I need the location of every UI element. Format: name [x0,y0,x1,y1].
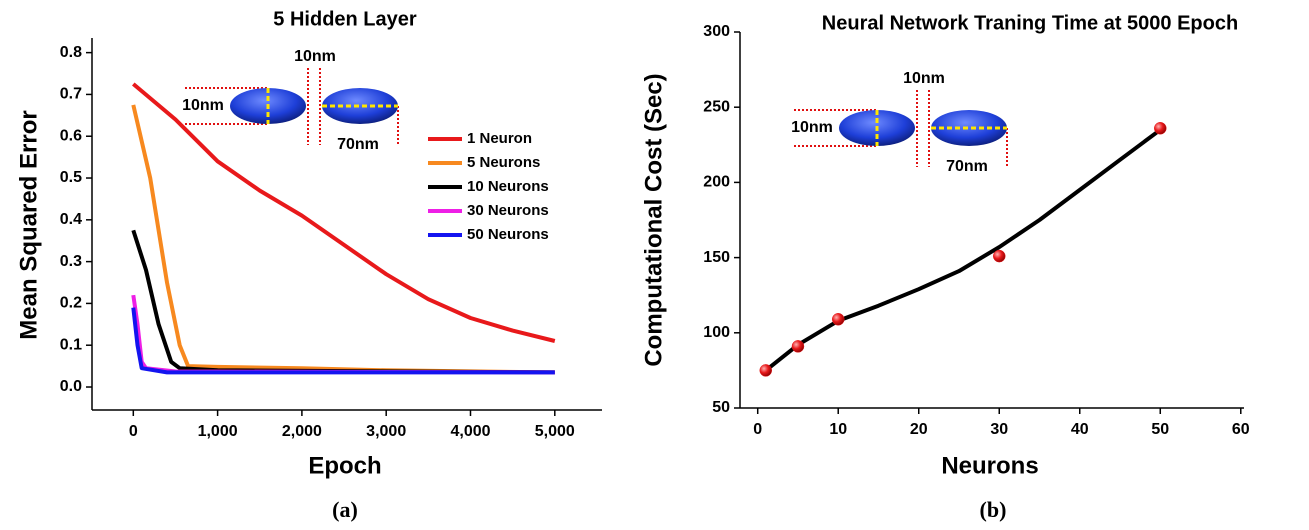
x-tick-label: 30 [990,421,1008,438]
x-tick-label: 40 [1071,421,1089,438]
y-axis-label: Computational Cost (Sec) [640,73,667,366]
line [133,308,555,373]
inset-label: 70nm [337,136,379,153]
legend-label: 5 Neurons [467,154,540,171]
x-tick-label: 1,000 [198,423,238,440]
line [133,230,555,372]
line [133,295,555,372]
x-tick-label: 0 [129,423,138,440]
figure: 5 Hidden Layer Epoch Mean Squared Error (a)… [0,0,1309,530]
x-tick-label: 10 [829,421,847,438]
inset-label: 70nm [946,158,988,175]
legend-label: 30 Neurons [467,202,549,219]
x-tick-label: 5,000 [535,423,575,440]
point [1154,122,1166,134]
y-tick-label: 250 [703,98,730,115]
point [792,340,804,352]
y-tick-label: 0.4 [60,211,82,228]
x-tick-label: 4,000 [450,423,490,440]
inset-label: 10nm [294,48,336,65]
y-tick-label: 0.8 [60,44,82,61]
point [993,250,1005,262]
inset-label: 10nm [791,119,833,136]
chart-title: 5 Hidden Layer [273,8,417,30]
x-tick-label: 60 [1232,421,1250,438]
y-tick-label: 150 [703,249,730,266]
point [760,364,772,376]
x-tick-label: 20 [910,421,928,438]
y-tick-label: 100 [703,324,730,341]
legend-label: 1 Neuron [467,130,532,147]
y-tick-label: 0.5 [60,169,82,186]
inset-label: 10nm [182,97,224,114]
x-tick-label: 2,000 [282,423,322,440]
caption: (a) [332,497,358,522]
point [832,313,844,325]
y-tick-label: 0.0 [60,378,82,395]
x-axis-label: Neurons [941,452,1038,479]
x-tick-label: 50 [1151,421,1169,438]
caption: (b) [980,497,1007,522]
x-tick-label: 3,000 [366,423,406,440]
legend-label: 10 Neurons [467,178,549,195]
y-tick-label: 0.6 [60,127,82,144]
y-axis-label: Mean Squared Error [15,110,42,339]
y-tick-label: 0.2 [60,295,82,312]
x-tick-label: 0 [753,421,762,438]
chart-title: Neural Network Traning Time at 5000 Epoc… [822,12,1238,34]
x-axis-label: Epoch [308,452,381,479]
y-tick-label: 0.7 [60,86,82,103]
y-tick-label: 200 [703,174,730,191]
y-tick-label: 50 [712,399,730,416]
y-tick-label: 0.3 [60,253,82,270]
y-tick-label: 300 [703,23,730,40]
legend-label: 50 Neurons [467,226,549,243]
inset-label: 10nm [903,70,945,87]
y-tick-label: 0.1 [60,336,82,353]
page: {"chart_data": [ {"type": "line", "title… [0,0,1309,530]
